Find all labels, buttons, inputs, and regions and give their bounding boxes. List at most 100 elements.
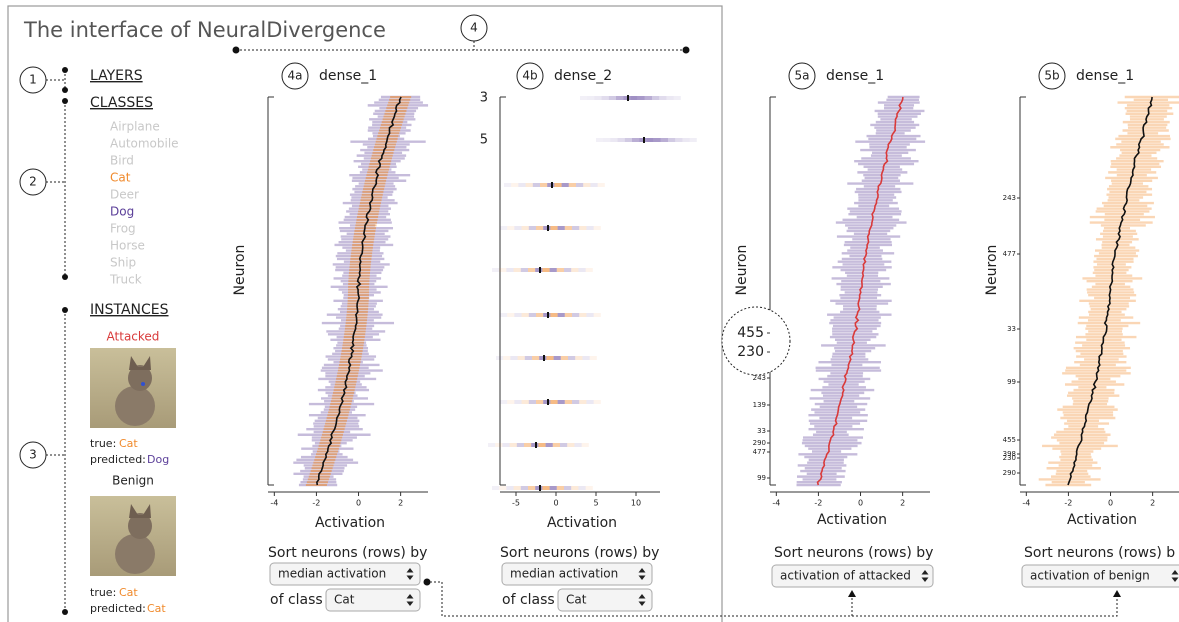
predicted-label: predicted: — [90, 453, 146, 466]
neuron-label: 477 — [1003, 250, 1016, 258]
cat-head — [128, 513, 152, 539]
sort-select[interactable]: median activation — [501, 562, 653, 586]
section-heading[interactable]: LAYERS — [90, 68, 143, 84]
callout: 1 — [29, 73, 37, 87]
cat-ears — [129, 504, 151, 518]
sort-connectors — [423, 578, 1121, 617]
x-tick-label: 2 — [398, 499, 403, 508]
true-class: Cat — [119, 586, 138, 599]
sort-label: Sort neurons (rows) by — [774, 545, 933, 561]
true-class: Cat — [119, 437, 138, 450]
class-item[interactable]: Deer — [110, 188, 139, 202]
layer-title: dense_2 — [554, 68, 612, 84]
sort-label: Sort neurons (rows) by — [268, 545, 427, 561]
distributions — [796, 95, 926, 487]
select-arrow — [638, 575, 646, 580]
select-value[interactable]: activation of attacked — [780, 569, 911, 583]
neuron-label: 99 — [757, 474, 766, 482]
y-axis-label: Neuron — [232, 245, 248, 296]
distributions — [293, 95, 429, 487]
class-item[interactable]: Truck — [109, 273, 142, 287]
class-select[interactable]: Cat — [325, 588, 421, 612]
select-value[interactable]: median activation — [510, 567, 618, 581]
predicted-label: predicted: — [90, 602, 146, 615]
neuron-label: 5 — [480, 133, 488, 148]
x-axis-label: Activation — [315, 515, 385, 531]
x-tick-label: -4 — [270, 499, 278, 508]
class-item[interactable]: Frog — [110, 222, 136, 236]
predicted-class: Cat — [147, 602, 166, 615]
neuron-label: 3 — [480, 91, 488, 106]
select-value[interactable]: Cat — [334, 593, 355, 607]
x-axis-label: Activation — [817, 512, 887, 528]
true-label: true: — [90, 586, 116, 599]
class-item[interactable]: Ship — [110, 256, 136, 270]
y-axis-label: Neuron — [984, 245, 1000, 296]
select-arrow — [406, 601, 414, 606]
select-box[interactable] — [269, 562, 421, 586]
neuron-label: 290 — [1003, 469, 1016, 477]
sort-select[interactable]: activation of attacked — [771, 564, 934, 588]
dot — [232, 46, 240, 54]
neuron-label: 243 — [1003, 194, 1016, 202]
sidebar-callouts: 1 2 3 — [19, 66, 68, 615]
neuron-label: 477 — [753, 448, 766, 456]
cat-ears — [129, 356, 151, 370]
select-value[interactable]: Cat — [566, 593, 587, 607]
x-tick-label: 0 — [553, 499, 558, 508]
badge-circle — [281, 62, 309, 90]
class-item[interactable]: Airplane — [110, 120, 160, 134]
class-list: Airplane Automobile Bird Cat Deer Dog Frog Hors… — [109, 120, 179, 287]
distributions — [1038, 95, 1179, 487]
select-arrow — [921, 577, 929, 582]
x-tick-label: 0 — [858, 499, 863, 508]
layer-title: dense_1 — [319, 68, 377, 84]
x-tick-label: -2 — [312, 499, 320, 508]
x-tick-label: -2 — [1064, 499, 1072, 508]
frame — [7, 5, 723, 622]
badge-circle — [516, 62, 544, 90]
arrowhead — [1113, 590, 1121, 597]
select-value[interactable]: activation of benign — [1030, 569, 1150, 583]
select-box[interactable] — [325, 588, 421, 612]
badge: 5b — [1044, 69, 1059, 83]
class-item[interactable]: Automobile — [110, 137, 179, 151]
class-label: of class — [270, 592, 323, 608]
select-arrow — [638, 594, 646, 599]
class-select[interactable]: Cat — [557, 588, 653, 612]
dot — [62, 87, 68, 93]
select-box[interactable] — [557, 588, 653, 612]
callout: 3 — [29, 448, 37, 462]
class-item[interactable]: Bird — [110, 154, 134, 168]
instance-heading: Attacked — [107, 330, 160, 344]
panel: 5b dense_1 Neuron -4 -2 0 2 Activation 243 477 33 9… — [984, 62, 1179, 588]
section-heading: CLASSES — [90, 95, 153, 111]
cat-body — [115, 386, 155, 426]
sort-label: Sort neurons (rows) by — [500, 545, 659, 561]
perturbation — [141, 382, 145, 386]
select-value[interactable]: median activation — [278, 567, 386, 581]
median-curve — [316, 96, 402, 486]
select-box[interactable] — [501, 562, 653, 586]
class-item[interactable]: Cat — [110, 171, 131, 185]
class-item[interactable]: Dog — [110, 205, 134, 219]
panel: 5a dense_1 Neuron -4 -2 0 2 Activation 243 139 33 2… — [721, 62, 934, 588]
neuron-label: 139 — [753, 401, 766, 409]
select-box[interactable] — [771, 564, 934, 588]
badge: 4b — [522, 69, 537, 83]
zoom-label: 230 — [737, 344, 764, 360]
badge: 5a — [795, 69, 810, 83]
arrowhead — [848, 590, 856, 597]
badge: 4a — [288, 69, 303, 83]
sort-select[interactable]: median activation — [269, 562, 421, 586]
callout: 2 — [29, 175, 37, 189]
dot — [62, 609, 68, 615]
sort-select[interactable]: activation of benign — [1021, 564, 1179, 588]
zoom-label: 455 — [737, 325, 764, 341]
dot — [62, 67, 68, 73]
panels: 4a dense_1 Neuron -4 -2 0 2 Activation Sort neur… — [232, 62, 1179, 612]
select-box[interactable] — [1021, 564, 1179, 588]
class-item[interactable]: Horse — [110, 239, 145, 253]
